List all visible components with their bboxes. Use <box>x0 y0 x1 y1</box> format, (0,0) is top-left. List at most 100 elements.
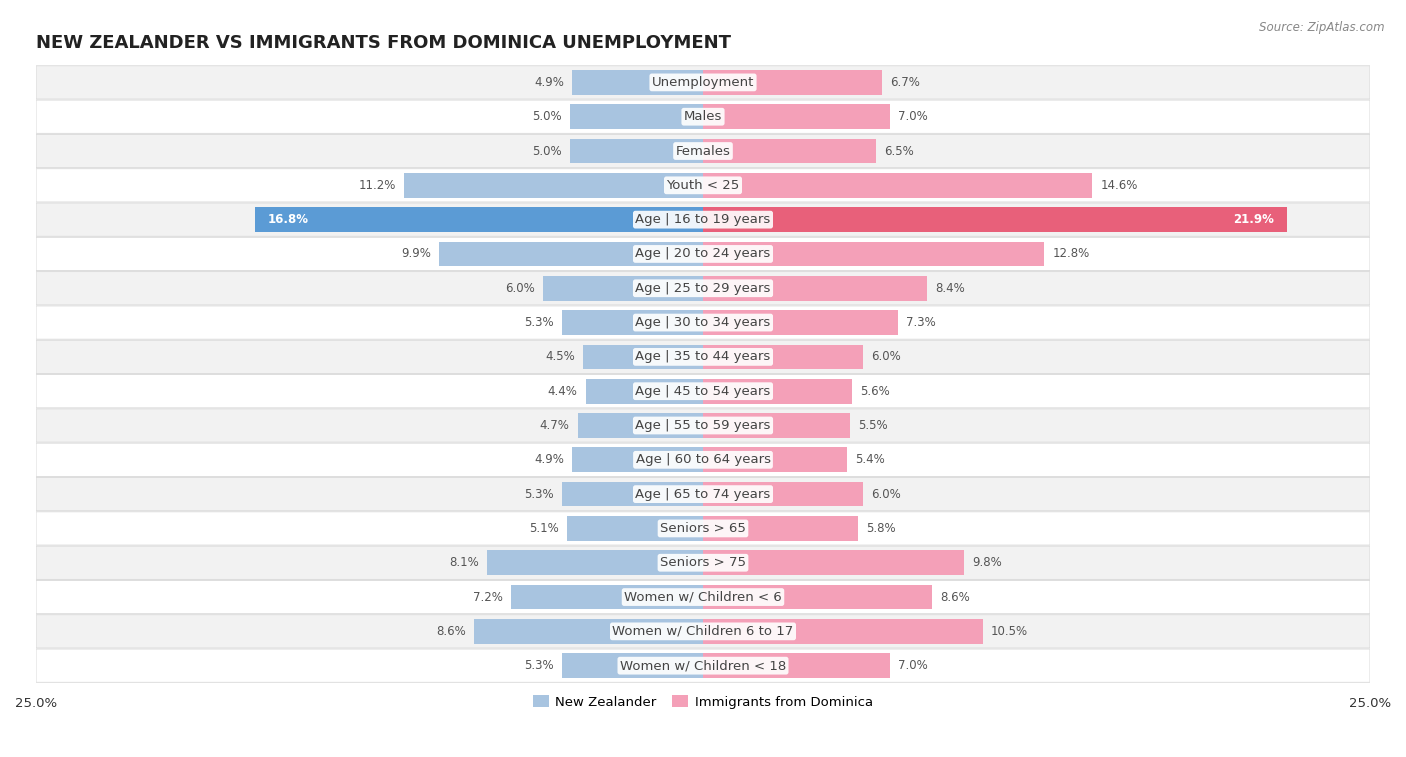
Text: Women w/ Children < 6: Women w/ Children < 6 <box>624 590 782 603</box>
Text: 7.2%: 7.2% <box>472 590 503 603</box>
Bar <box>703 241 1045 266</box>
Text: Age | 20 to 24 years: Age | 20 to 24 years <box>636 248 770 260</box>
Text: Women w/ Children < 18: Women w/ Children < 18 <box>620 659 786 672</box>
Bar <box>567 516 703 540</box>
Bar <box>404 173 703 198</box>
Text: 5.5%: 5.5% <box>858 419 887 432</box>
Text: Age | 30 to 34 years: Age | 30 to 34 years <box>636 316 770 329</box>
Bar <box>586 378 703 403</box>
Bar <box>703 550 965 575</box>
FancyBboxPatch shape <box>37 66 1369 99</box>
Text: 9.9%: 9.9% <box>401 248 430 260</box>
Text: 5.8%: 5.8% <box>866 522 896 535</box>
Bar <box>703 447 846 472</box>
Bar <box>703 276 927 301</box>
Text: Age | 60 to 64 years: Age | 60 to 64 years <box>636 453 770 466</box>
Text: Source: ZipAtlas.com: Source: ZipAtlas.com <box>1260 21 1385 34</box>
Text: Youth < 25: Youth < 25 <box>666 179 740 192</box>
Text: 12.8%: 12.8% <box>1053 248 1090 260</box>
Text: 6.0%: 6.0% <box>872 488 901 500</box>
Bar <box>572 447 703 472</box>
Text: 8.6%: 8.6% <box>436 625 465 638</box>
Bar <box>543 276 703 301</box>
Text: 9.8%: 9.8% <box>973 556 1002 569</box>
Bar <box>703 344 863 369</box>
Bar <box>703 413 849 438</box>
FancyBboxPatch shape <box>37 443 1369 476</box>
Text: 5.3%: 5.3% <box>524 488 554 500</box>
FancyBboxPatch shape <box>37 203 1369 236</box>
Bar <box>703 70 882 95</box>
Bar <box>561 653 703 678</box>
FancyBboxPatch shape <box>37 272 1369 305</box>
FancyBboxPatch shape <box>37 512 1369 545</box>
Text: NEW ZEALANDER VS IMMIGRANTS FROM DOMINICA UNEMPLOYMENT: NEW ZEALANDER VS IMMIGRANTS FROM DOMINIC… <box>37 34 731 52</box>
Text: Females: Females <box>675 145 731 157</box>
Text: 8.4%: 8.4% <box>935 282 965 294</box>
Text: 8.1%: 8.1% <box>449 556 479 569</box>
Bar <box>572 70 703 95</box>
Text: 4.9%: 4.9% <box>534 453 564 466</box>
Text: 7.3%: 7.3% <box>905 316 935 329</box>
Text: Seniors > 65: Seniors > 65 <box>659 522 747 535</box>
Text: 14.6%: 14.6% <box>1101 179 1137 192</box>
Text: Age | 35 to 44 years: Age | 35 to 44 years <box>636 350 770 363</box>
Bar <box>439 241 703 266</box>
Text: Age | 65 to 74 years: Age | 65 to 74 years <box>636 488 770 500</box>
FancyBboxPatch shape <box>37 375 1369 408</box>
Bar <box>486 550 703 575</box>
Text: Women w/ Children 6 to 17: Women w/ Children 6 to 17 <box>613 625 793 638</box>
Text: 5.0%: 5.0% <box>531 145 561 157</box>
Text: 6.7%: 6.7% <box>890 76 920 89</box>
Bar <box>703 584 932 609</box>
Bar <box>703 481 863 506</box>
Bar <box>474 619 703 643</box>
Bar <box>703 173 1092 198</box>
FancyBboxPatch shape <box>37 135 1369 167</box>
FancyBboxPatch shape <box>37 100 1369 133</box>
Text: 21.9%: 21.9% <box>1233 213 1274 226</box>
FancyBboxPatch shape <box>37 478 1369 511</box>
Bar <box>703 207 1288 232</box>
Text: Age | 16 to 19 years: Age | 16 to 19 years <box>636 213 770 226</box>
Text: Age | 45 to 54 years: Age | 45 to 54 years <box>636 385 770 397</box>
Bar <box>510 584 703 609</box>
Legend: New Zealander, Immigrants from Dominica: New Zealander, Immigrants from Dominica <box>527 690 879 714</box>
Text: 7.0%: 7.0% <box>898 111 928 123</box>
Bar <box>583 344 703 369</box>
Bar <box>703 104 890 129</box>
Text: 10.5%: 10.5% <box>991 625 1028 638</box>
Text: 4.5%: 4.5% <box>546 350 575 363</box>
Text: 4.7%: 4.7% <box>540 419 569 432</box>
Bar <box>561 310 703 335</box>
Text: 8.6%: 8.6% <box>941 590 970 603</box>
FancyBboxPatch shape <box>37 169 1369 202</box>
Text: 16.8%: 16.8% <box>269 213 309 226</box>
Bar <box>703 516 858 540</box>
Bar <box>569 104 703 129</box>
Bar <box>703 310 898 335</box>
FancyBboxPatch shape <box>37 340 1369 373</box>
Text: 5.1%: 5.1% <box>529 522 560 535</box>
Text: 5.3%: 5.3% <box>524 659 554 672</box>
FancyBboxPatch shape <box>37 306 1369 339</box>
Text: 5.0%: 5.0% <box>531 111 561 123</box>
FancyBboxPatch shape <box>37 615 1369 648</box>
Text: 7.0%: 7.0% <box>898 659 928 672</box>
Text: 6.0%: 6.0% <box>872 350 901 363</box>
Bar <box>703 619 983 643</box>
Bar <box>703 139 876 164</box>
Text: Age | 25 to 29 years: Age | 25 to 29 years <box>636 282 770 294</box>
Text: Seniors > 75: Seniors > 75 <box>659 556 747 569</box>
Bar <box>561 481 703 506</box>
FancyBboxPatch shape <box>37 649 1369 682</box>
Text: 4.9%: 4.9% <box>534 76 564 89</box>
Text: Males: Males <box>683 111 723 123</box>
Bar <box>254 207 703 232</box>
Text: 5.6%: 5.6% <box>860 385 890 397</box>
Bar <box>578 413 703 438</box>
Bar <box>569 139 703 164</box>
Text: 4.4%: 4.4% <box>548 385 578 397</box>
Bar <box>703 378 852 403</box>
Text: 11.2%: 11.2% <box>359 179 396 192</box>
